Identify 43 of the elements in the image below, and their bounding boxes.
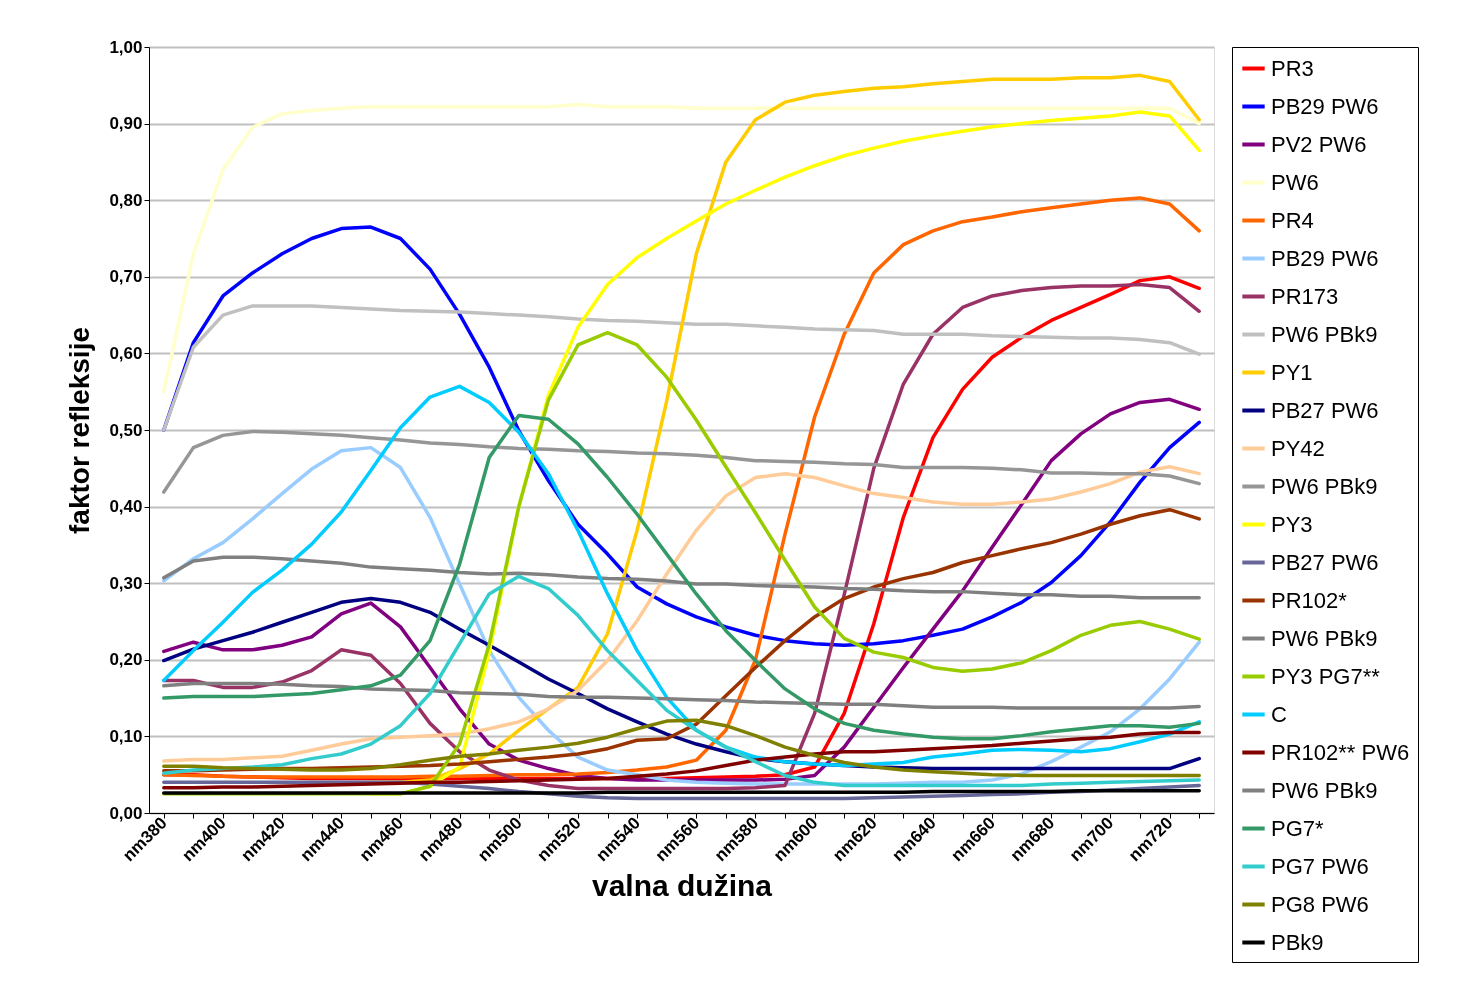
- legend-label: PR4: [1271, 207, 1314, 233]
- y-tick-label: 0,60: [109, 343, 143, 363]
- legend-label: PR102*: [1271, 587, 1348, 613]
- y-tick-label: 0,80: [109, 190, 143, 210]
- legend-label: PY3: [1271, 511, 1313, 537]
- line-series: [162, 102, 1201, 394]
- legend-label: PB29 PW6: [1271, 245, 1379, 271]
- legend-label: PR3: [1271, 55, 1314, 81]
- line-series: [162, 555, 1201, 600]
- y-tick-label: 0,30: [109, 573, 143, 593]
- legend-label: PG8 PW6: [1271, 891, 1369, 917]
- legend-label: PW6 PBk9: [1271, 321, 1378, 347]
- legend-label: PV2 PW6: [1271, 131, 1367, 157]
- x-axis-title: valna dužina: [591, 869, 773, 903]
- legend-label: PR102** PW6: [1271, 739, 1410, 765]
- legend-label: PY3 PG7**: [1271, 663, 1381, 689]
- legend-label: PB29 PW6: [1271, 93, 1379, 119]
- legend-label: PW6: [1271, 169, 1319, 195]
- line-series: [162, 429, 1201, 494]
- legend-label: PBk9: [1271, 929, 1324, 955]
- legend-label: PY42: [1271, 435, 1325, 461]
- y-tick-label: 1,00: [109, 37, 143, 57]
- line-series: [162, 730, 1201, 790]
- legend-label: PY1: [1271, 359, 1313, 385]
- line-series: [162, 574, 1201, 788]
- legend-label: PW6 PBk9: [1271, 473, 1378, 499]
- line-series: [162, 681, 1201, 710]
- legend-label: PW6 PBk9: [1271, 777, 1378, 803]
- y-tick-label: 0,70: [109, 267, 143, 287]
- y-tick-label: 0,50: [109, 420, 143, 440]
- legend-label: PB27 PW6: [1271, 397, 1379, 423]
- y-tick-label: 0,10: [109, 726, 143, 746]
- y-tick-label: 0,90: [109, 114, 143, 134]
- legend-label: PW6 PBk9: [1271, 625, 1378, 651]
- y-axis-title: faktor refleksije: [64, 327, 96, 534]
- legend-label: PR173: [1271, 283, 1339, 309]
- legend-label: PB27 PW6: [1271, 549, 1379, 575]
- legend-label: C: [1271, 701, 1287, 727]
- legend-label: PG7*: [1271, 815, 1325, 841]
- y-tick-label: 0,20: [109, 650, 143, 670]
- y-tick-label: 0,40: [109, 497, 143, 517]
- line-series: [162, 718, 1201, 778]
- legend-label: PG7 PW6: [1271, 853, 1369, 879]
